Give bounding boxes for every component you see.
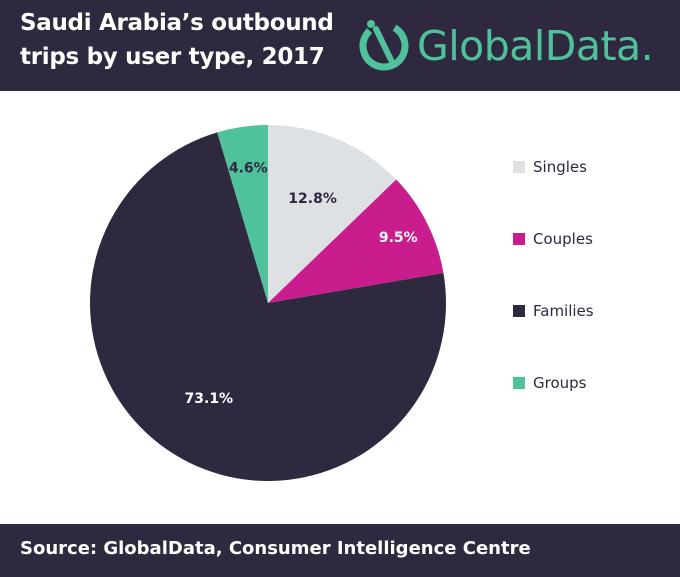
pie-slice-groups bbox=[217, 125, 268, 303]
data-label-families: 73.1% bbox=[185, 391, 234, 407]
pie-slice-families bbox=[90, 132, 446, 482]
pie-chart: 12.8% 9.5% 73.1% 4.6% bbox=[0, 91, 680, 524]
footer-banner: Source: GlobalData, Consumer Intelligenc… bbox=[0, 524, 680, 577]
legend-label: Couples bbox=[533, 230, 593, 248]
globaldata-logo: GlobalData. bbox=[355, 16, 670, 76]
source-note: Source: GlobalData, Consumer Intelligenc… bbox=[20, 538, 531, 559]
data-label-groups: 4.6% bbox=[229, 160, 268, 176]
pie-chart-svg: 12.8% 9.5% 73.1% 4.6% bbox=[90, 125, 446, 482]
legend-swatch bbox=[513, 233, 525, 245]
globaldata-logo-icon bbox=[359, 20, 409, 71]
chart-title: Saudi Arabia’s outbound trips by user ty… bbox=[20, 6, 350, 74]
legend-swatch bbox=[513, 377, 525, 389]
legend-swatch bbox=[513, 161, 525, 173]
header-banner: Saudi Arabia’s outbound trips by user ty… bbox=[0, 0, 680, 91]
title-line-1: Saudi Arabia’s outbound bbox=[20, 10, 334, 36]
legend-label: Singles bbox=[533, 158, 587, 176]
legend-label: Groups bbox=[533, 374, 587, 392]
title-line-2: trips by user type, 2017 bbox=[20, 44, 325, 70]
legend-swatch bbox=[513, 305, 525, 317]
pie-slice-couples bbox=[268, 179, 444, 303]
data-label-couples: 9.5% bbox=[379, 230, 418, 246]
legend-label: Families bbox=[533, 302, 594, 320]
data-label-singles: 12.8% bbox=[288, 191, 337, 207]
pie-slice-singles bbox=[268, 125, 397, 303]
logo-wordmark: GlobalData. bbox=[417, 22, 654, 70]
